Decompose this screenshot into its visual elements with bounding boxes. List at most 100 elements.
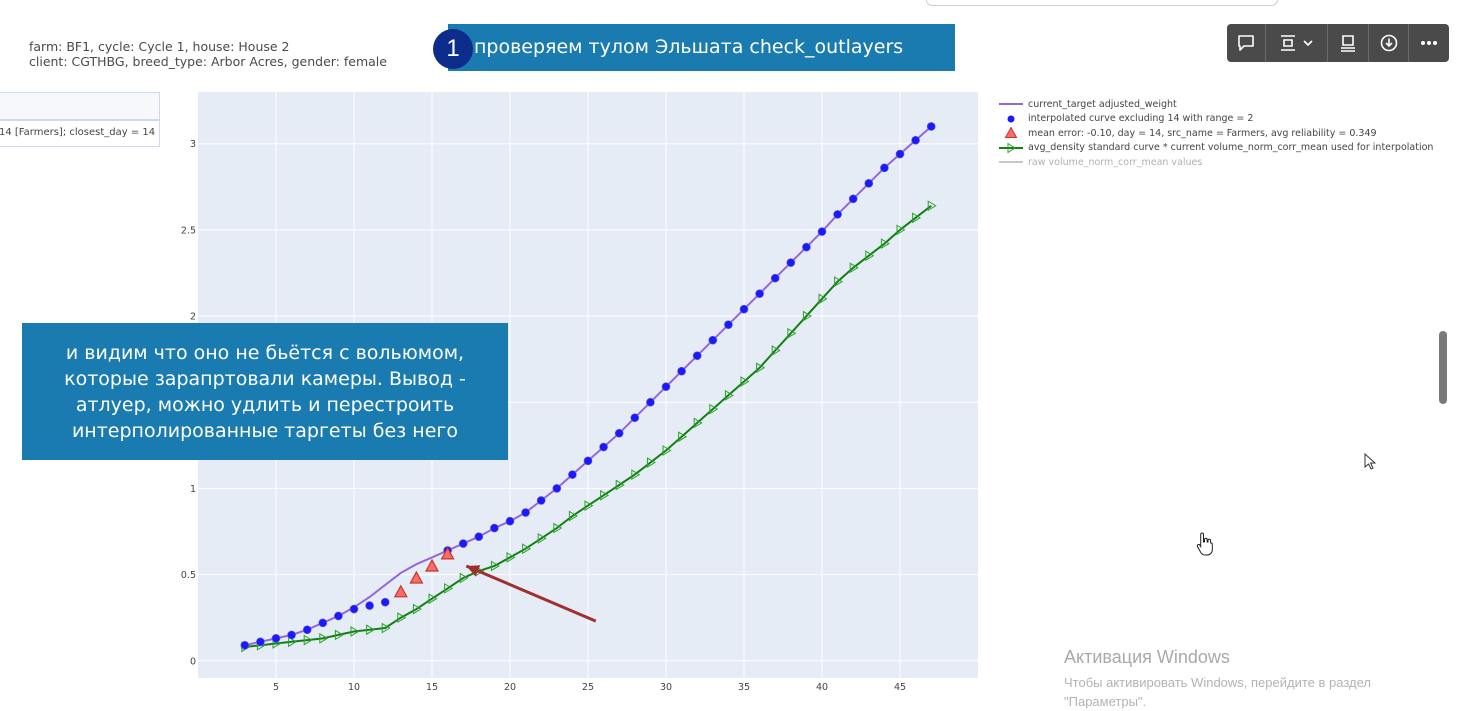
legend-symbol xyxy=(998,126,1024,139)
more-icon xyxy=(1421,41,1438,45)
hand-cursor-icon xyxy=(1196,532,1213,556)
more-button[interactable] xyxy=(1409,24,1449,62)
density-point xyxy=(693,417,703,429)
annotation-arrow-head xyxy=(466,565,481,577)
mean-error-point xyxy=(424,558,440,572)
x-tick-label: 25 xyxy=(582,682,594,693)
interpolated-point xyxy=(911,135,920,145)
interpolated-point xyxy=(302,625,312,635)
interpolated-point xyxy=(505,516,515,526)
density-point xyxy=(428,593,438,605)
interpolated-point xyxy=(755,289,764,298)
density-point xyxy=(818,293,828,305)
legend-item[interactable]: current_target adjusted_weight xyxy=(998,97,1433,112)
info-line-1: farm: BF1, cycle: Cycle 1, house: House … xyxy=(29,39,290,54)
interpolated-point xyxy=(692,351,702,361)
density-point xyxy=(756,362,766,374)
interpolated-point xyxy=(552,484,562,493)
legend-item[interactable]: mean error: -0.10, day = 14, src_name = … xyxy=(998,126,1433,141)
density-point xyxy=(366,624,376,636)
legend-symbol xyxy=(998,98,1024,110)
legend-label: avg_density standard curve * current vol… xyxy=(1028,142,1434,154)
info-line-2: client: CGTHBG, breed_type: Arbor Acres,… xyxy=(29,53,387,69)
side-input-box[interactable] xyxy=(0,92,160,120)
density-point xyxy=(288,636,298,648)
interpolated-point xyxy=(864,179,874,188)
density-point xyxy=(927,200,937,212)
screen-button[interactable] xyxy=(1328,24,1369,62)
interpolated-point xyxy=(287,630,296,640)
density-point xyxy=(522,543,532,555)
interpolated-point xyxy=(474,532,484,541)
interpolated-point xyxy=(568,470,577,479)
comment-button[interactable] xyxy=(1227,24,1266,62)
legend-item[interactable]: interpolated curve excluding 14 with ran… xyxy=(998,112,1433,127)
legend-symbol xyxy=(998,113,1024,125)
legend-item[interactable]: avg_density standard curve * current vol… xyxy=(998,141,1433,156)
y-tick-label: 2 xyxy=(190,312,196,323)
scrollbar-thumb[interactable] xyxy=(1439,331,1447,404)
download-button[interactable] xyxy=(1369,24,1410,62)
interpolated-point xyxy=(614,428,624,438)
layout-icon xyxy=(1281,35,1296,51)
density-point xyxy=(397,612,407,624)
y-tick-label: 2.5 xyxy=(181,225,196,236)
mean-error-point xyxy=(409,570,424,584)
density-point xyxy=(834,276,844,287)
layout-dropdown-button[interactable] xyxy=(1266,24,1329,62)
density-point xyxy=(459,572,469,584)
density-point xyxy=(740,376,750,387)
windows-activation-title: Активация Windows xyxy=(1064,647,1230,667)
interpolated-point xyxy=(739,304,749,314)
interpolated-point xyxy=(895,149,905,159)
interpolated-point xyxy=(536,496,546,505)
callout-top: проверяем тулом Эльшата check_outlayers xyxy=(448,24,955,71)
mouse-cursor-icon xyxy=(1364,453,1376,470)
interpolated-point xyxy=(458,539,468,548)
density-point xyxy=(584,500,594,512)
annotation-arrow-line xyxy=(465,564,597,623)
legend-symbol xyxy=(998,156,1024,168)
x-tick-label: 40 xyxy=(816,682,828,693)
legend-label: interpolated curve excluding 14 with ran… xyxy=(1028,113,1254,125)
density-point xyxy=(381,622,391,634)
density-point xyxy=(568,510,578,522)
y-tick-label: 1 xyxy=(190,484,196,495)
density-point xyxy=(350,626,360,637)
interpolated-point xyxy=(848,194,858,204)
side-selected-label: 14 [Farmers]; closest_day = 14 xyxy=(0,127,156,138)
chevron-down-icon xyxy=(1303,40,1313,47)
windows-activation-text: Чтобы активировать Windows, перейдите в … xyxy=(1064,675,1371,709)
interpolated-point xyxy=(521,508,530,517)
legend-label: mean error: -0.10, day = 14, src_name = … xyxy=(1028,127,1377,139)
interpolated-point xyxy=(365,601,374,610)
x-tick-label: 30 xyxy=(660,682,672,693)
callout-middle-text: и видим что оно не бьётся с вольюмом, ко… xyxy=(64,341,466,442)
legend-item[interactable]: raw volume_norm_corr_mean values xyxy=(998,155,1433,170)
interpolated-point xyxy=(630,413,640,423)
density-point xyxy=(412,603,422,615)
density-point xyxy=(771,345,781,356)
interpolated-point xyxy=(786,258,796,267)
interpolated-point xyxy=(349,604,359,614)
x-tick-label: 5 xyxy=(273,682,279,693)
y-tick-label: 3 xyxy=(190,139,196,150)
density-point xyxy=(631,469,641,481)
side-selected-item[interactable]: 14 [Farmers]; closest_day = 14 xyxy=(0,120,160,147)
download-icon xyxy=(1380,34,1397,52)
x-tick-label: 15 xyxy=(426,682,438,693)
legend-label: raw volume_norm_corr_mean values xyxy=(1028,156,1203,168)
legend-symbol xyxy=(998,142,1024,154)
density-point xyxy=(880,238,890,250)
density-point xyxy=(802,310,812,322)
density-point xyxy=(615,479,625,491)
y-tick-label: 0.5 xyxy=(181,570,196,581)
interpolated-point xyxy=(334,611,343,621)
density-point xyxy=(506,551,516,563)
density-point xyxy=(865,250,875,262)
x-tick-label: 10 xyxy=(348,682,360,693)
density-point xyxy=(678,431,688,443)
density-point xyxy=(319,632,329,644)
legend: current_target adjusted_weight interpolat… xyxy=(998,97,1433,170)
interpolated-point xyxy=(802,242,811,252)
